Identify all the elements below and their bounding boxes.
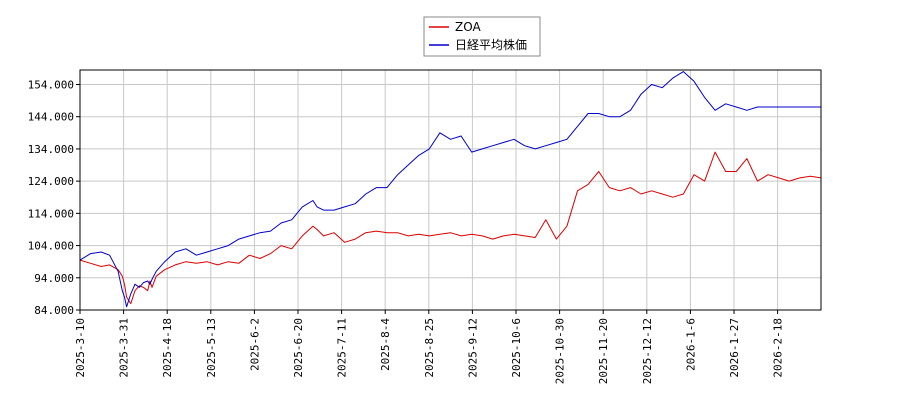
- x-tick-label: 2025-3-31: [118, 318, 131, 378]
- x-tick-label: 2026-1-6: [684, 318, 697, 371]
- legend-label-zoa: ZOA: [455, 20, 481, 34]
- x-tick-label: 2025-10-6: [510, 318, 523, 378]
- x-tick-label: 2025-8-25: [423, 318, 436, 378]
- y-tick-label: 144.000: [28, 111, 74, 124]
- x-tick-label: 2025-11-20: [597, 318, 610, 384]
- x-tick-label: 2025-10-30: [554, 318, 567, 384]
- x-tick-label: 2025-3-10: [74, 318, 87, 378]
- x-tick-label: 2026-2-18: [772, 318, 785, 378]
- x-tick-label: 2025-4-18: [161, 318, 174, 378]
- y-tick-label: 134.000: [28, 143, 74, 156]
- x-tick-label: 2025-8-4: [379, 318, 392, 371]
- x-tick-label: 2025-7-11: [336, 318, 349, 378]
- y-tick-label: 94.000: [34, 272, 74, 285]
- legend-box: [423, 16, 541, 57]
- x-tick-label: 2025-6-2: [248, 318, 261, 371]
- x-tick-label: 2026-1-27: [728, 318, 741, 378]
- y-tick-label: 84.000: [34, 304, 74, 317]
- y-axis: 84.000 94.000 104.000 114.000 124.000 134.000…: [28, 78, 80, 317]
- x-axis: 2025-3-10 2025-3-31 2025-4-18 2025-5-13 2025…: [74, 310, 785, 384]
- y-tick-label: 124.000: [28, 175, 74, 188]
- legend: ZOA 日経平均株価: [423, 16, 541, 57]
- y-tick-label: 154.000: [28, 78, 74, 91]
- plot-frame: [79, 69, 822, 311]
- x-tick-label: 2025-9-12: [466, 318, 479, 378]
- y-tick-label: 114.000: [28, 207, 74, 220]
- legend-label-nikkei: 日経平均株価: [455, 37, 527, 52]
- grid: [79, 70, 821, 311]
- x-tick-label: 2025-12-12: [641, 318, 654, 384]
- x-tick-label: 2025-6-20: [292, 318, 305, 378]
- x-tick-label: 2025-5-13: [205, 318, 218, 378]
- series-line-zoa: [79, 151, 822, 305]
- series-lines: [79, 71, 822, 308]
- series-line-nikkei: [79, 71, 821, 308]
- y-tick-label: 104.000: [28, 240, 74, 253]
